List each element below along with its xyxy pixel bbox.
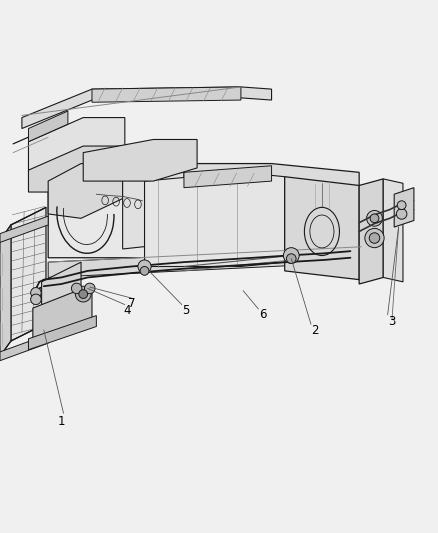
Polygon shape [0,47,438,486]
Polygon shape [145,172,285,266]
Circle shape [79,290,88,298]
Circle shape [367,211,382,226]
Polygon shape [184,166,272,188]
Polygon shape [0,216,48,243]
Polygon shape [48,247,361,278]
Text: 1: 1 [57,416,65,429]
Polygon shape [0,334,48,361]
Polygon shape [28,316,96,350]
Circle shape [283,248,299,263]
Text: 5: 5 [183,304,190,317]
Polygon shape [22,87,272,128]
Circle shape [365,229,384,248]
Polygon shape [33,285,92,341]
Polygon shape [394,188,414,227]
Circle shape [370,214,379,223]
Polygon shape [272,179,359,266]
Polygon shape [28,146,125,192]
Circle shape [397,201,406,209]
Circle shape [85,283,95,294]
Circle shape [140,266,149,275]
Polygon shape [285,177,359,280]
Text: 7: 7 [127,297,135,310]
Text: 2: 2 [311,324,319,336]
Circle shape [138,260,151,273]
Text: 3: 3 [389,315,396,328]
Circle shape [75,286,91,302]
Polygon shape [83,140,197,181]
Polygon shape [48,164,359,197]
Polygon shape [48,164,123,219]
Circle shape [369,233,380,243]
Circle shape [71,283,82,294]
Polygon shape [383,179,403,282]
Polygon shape [123,172,184,249]
Polygon shape [28,111,68,142]
Circle shape [31,294,41,304]
Text: 6: 6 [259,308,267,321]
Polygon shape [359,179,383,284]
Circle shape [286,254,296,263]
Polygon shape [92,87,241,102]
Polygon shape [11,207,46,341]
Circle shape [31,287,41,298]
Circle shape [396,209,407,219]
Polygon shape [48,179,359,266]
Polygon shape [42,262,81,321]
Polygon shape [0,225,11,356]
Text: 4: 4 [123,304,131,317]
Polygon shape [28,118,125,170]
